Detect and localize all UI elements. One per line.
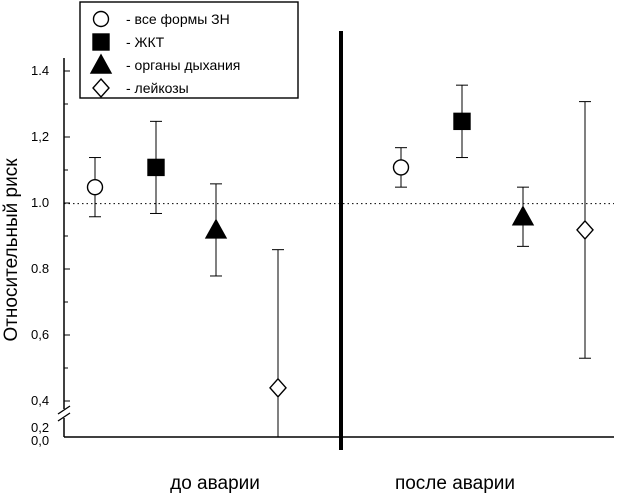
y-tick-label: 0,2 — [31, 420, 49, 435]
axis-break-mark — [57, 412, 71, 422]
legend-marker — [92, 10, 110, 28]
y-tick-label: 0,6 — [31, 327, 49, 342]
y-tick-label: 1,2 — [31, 129, 49, 144]
group-label: после аварии — [395, 473, 515, 494]
legend-label: - все формы ЗН — [126, 11, 230, 27]
legend-label: - ЖКТ — [126, 34, 165, 50]
y-tick-label: 0.8 — [31, 261, 49, 276]
data-point — [392, 159, 410, 176]
axis-break-mark — [57, 405, 71, 415]
data-point — [269, 377, 287, 398]
legend-label: - органы дыхания — [126, 57, 240, 73]
y-tick-label: 1.0 — [31, 195, 49, 210]
data-point — [204, 218, 228, 239]
legend-marker — [89, 53, 113, 74]
legend-marker — [92, 33, 110, 51]
y-tick-label: 0,4 — [31, 393, 49, 408]
data-point — [86, 178, 104, 196]
legend-box — [79, 1, 299, 99]
legend-label: - лейкозы — [126, 80, 189, 96]
axes: 0,00,2 0,4 0,6 0.8 1.0 1,2 1.4 Относительный ри… — [1, 31, 614, 494]
data-point — [453, 112, 471, 131]
data-point — [511, 205, 535, 226]
data-point — [576, 219, 594, 240]
group-label: до аварии — [170, 473, 260, 494]
legend: - все формы ЗН - ЖКТ - органы дыхания - лей… — [79, 1, 299, 99]
y-tick-label: 1.4 — [31, 63, 49, 78]
data-marks — [86, 84, 594, 437]
y-axis-title: Относительный риск — [1, 158, 22, 342]
y-tick-label: 0,0 — [31, 433, 49, 448]
data-point — [147, 158, 165, 177]
legend-marker — [92, 77, 110, 99]
